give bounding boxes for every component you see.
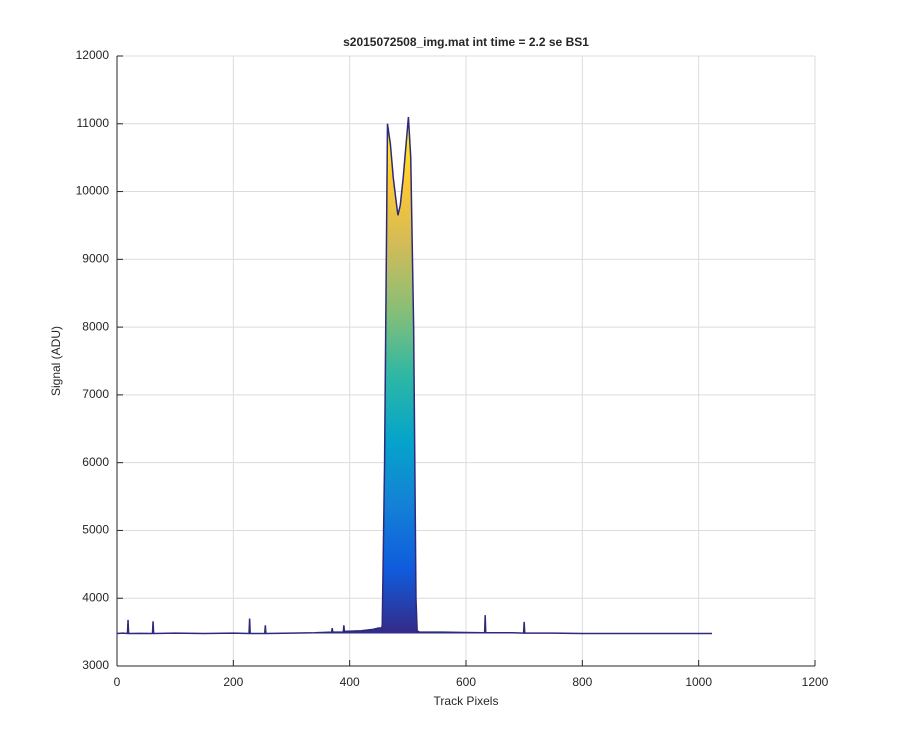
x-tick-label: 1200 xyxy=(802,675,829,689)
y-tick-label: 3000 xyxy=(82,658,109,672)
y-axis-label: Signal (ADU) xyxy=(49,326,63,396)
x-tick-label: 1000 xyxy=(685,675,712,689)
area-fill xyxy=(117,117,713,634)
y-tick-label: 7000 xyxy=(82,387,109,401)
y-tick-label: 5000 xyxy=(82,523,109,537)
x-tick-label: 200 xyxy=(223,675,243,689)
y-tick-label: 10000 xyxy=(76,184,110,198)
chart-title: s2015072508_img.mat int time = 2.2 se BS… xyxy=(343,35,589,49)
y-tick-label: 11000 xyxy=(77,116,110,130)
x-tick-label: 600 xyxy=(456,675,476,689)
x-tick-label: 0 xyxy=(114,675,121,689)
x-axis-label: Track Pixels xyxy=(434,694,499,708)
y-tick-label: 9000 xyxy=(82,252,109,266)
y-tick-label: 8000 xyxy=(82,319,109,333)
y-tick-label: 12000 xyxy=(76,48,110,62)
area-line xyxy=(116,116,713,635)
y-tick-label: 4000 xyxy=(82,590,109,604)
y-tick-label: 6000 xyxy=(82,455,109,469)
x-tick-label: 800 xyxy=(572,675,592,689)
x-tick-label: 400 xyxy=(340,675,360,689)
